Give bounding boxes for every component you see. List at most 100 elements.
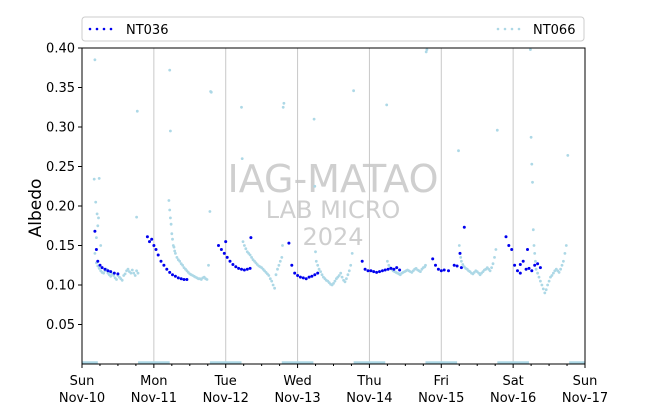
data-point-nt036 <box>510 248 514 251</box>
data-point-nt066 <box>207 263 210 267</box>
data-point-nt036 <box>458 251 462 255</box>
data-point-nt036 <box>518 271 522 275</box>
data-point-nt066 <box>316 263 320 267</box>
x-tick-label-day: Wed <box>283 374 311 389</box>
data-point-nt066 <box>93 58 97 62</box>
data-point-nt066 <box>270 279 274 283</box>
data-point-nt066 <box>97 267 101 270</box>
data-point-nt066 <box>333 279 337 283</box>
data-point-nt066 <box>209 90 213 94</box>
data-point-nt066 <box>171 237 174 241</box>
data-point-nt036 <box>182 278 186 281</box>
data-point-nt066 <box>282 101 286 105</box>
data-point-nt066 <box>93 252 97 255</box>
data-point-nt036 <box>290 263 294 267</box>
data-point-nt036 <box>176 276 180 280</box>
data-point-nt036 <box>237 266 241 270</box>
data-point-nt066 <box>129 271 133 275</box>
data-point-nt066 <box>205 278 209 281</box>
data-point-nt066 <box>495 128 499 132</box>
legend: NT036 NT066 <box>81 16 585 42</box>
data-point-nt066 <box>533 252 537 255</box>
data-point-nt066 <box>425 48 429 51</box>
data-point-nt036 <box>383 268 387 272</box>
data-point-nt036 <box>434 263 437 267</box>
data-point-nt066 <box>243 244 246 247</box>
y-tick-label: 0.15 <box>46 239 75 254</box>
data-point-nt066 <box>491 262 495 266</box>
data-point-nt036 <box>431 257 435 261</box>
data-point-nt066 <box>312 117 316 121</box>
data-point-nt036 <box>442 268 446 272</box>
data-point-nt066 <box>493 256 496 259</box>
data-point-nt066 <box>281 244 284 247</box>
data-point-nt036 <box>298 275 302 279</box>
x-tick-label-date: Nov-16 <box>490 391 536 406</box>
data-point-nt036 <box>526 248 529 251</box>
data-point-nt066 <box>536 271 539 275</box>
data-point-nt036 <box>392 267 396 271</box>
data-point-nt036 <box>389 266 393 270</box>
data-point-nt066 <box>534 259 537 263</box>
data-point-nt036 <box>301 276 305 280</box>
data-point-nt036 <box>248 266 252 270</box>
data-point-nt036 <box>316 271 320 275</box>
data-point-nt036 <box>103 267 107 271</box>
data-point-nt066 <box>345 277 348 281</box>
data-point-nt066 <box>169 222 173 226</box>
data-point-nt036 <box>378 270 381 274</box>
data-point-nt036 <box>296 274 300 277</box>
data-point-nt066 <box>268 277 272 281</box>
legend-marker-nt036 <box>88 27 113 31</box>
data-point-nt066 <box>347 269 351 273</box>
data-point-nt066 <box>424 263 427 267</box>
data-point-nt066 <box>278 259 282 263</box>
data-point-nt036 <box>148 240 151 244</box>
data-point-nt036 <box>228 259 232 263</box>
data-point-nt066 <box>559 267 562 271</box>
data-point-nt066 <box>340 275 344 279</box>
data-point-nt036 <box>94 248 98 251</box>
data-point-nt036 <box>242 268 246 272</box>
data-point-nt066 <box>112 274 115 277</box>
data-point-nt066 <box>95 212 99 216</box>
y-tick-label: 0.20 <box>46 200 75 215</box>
x-tick-label-date: Nov-15 <box>418 391 464 406</box>
data-point-nt036 <box>287 241 291 245</box>
x-tick-label-date: Nov-11 <box>131 391 177 406</box>
data-point-nt066 <box>240 105 243 109</box>
data-point-nt066 <box>130 268 134 272</box>
data-point-nt066 <box>419 270 422 273</box>
data-point-nt036 <box>455 264 459 268</box>
data-point-nt066 <box>174 252 177 255</box>
data-point-nt036 <box>106 269 110 273</box>
data-point-nt066 <box>531 228 535 232</box>
data-point-nt066 <box>530 162 534 166</box>
data-point-nt066 <box>546 283 549 287</box>
watermark: IAG-MATAO LAB MICRO 2024 <box>227 157 438 251</box>
data-point-nt036 <box>100 266 104 270</box>
data-point-nt036 <box>530 269 534 273</box>
data-point-nt036 <box>224 240 228 244</box>
data-point-nt066 <box>560 263 564 267</box>
data-point-nt036 <box>225 255 229 259</box>
watermark-line-2: LAB MICRO <box>266 196 401 224</box>
x-tick-label-day: Tue <box>214 374 237 389</box>
y-axis-label: Albedo <box>26 179 46 238</box>
data-point-nt066 <box>540 283 544 287</box>
data-point-nt036 <box>538 266 542 270</box>
data-point-nt036 <box>518 263 522 266</box>
data-point-nt066 <box>547 279 551 283</box>
data-point-nt066 <box>461 263 465 266</box>
data-point-nt066 <box>550 274 554 277</box>
data-point-nt066 <box>319 270 322 273</box>
data-point-nt066 <box>97 177 101 180</box>
watermark-line-3: 2024 <box>302 223 363 251</box>
data-point-nt036 <box>156 253 160 257</box>
data-point-nt066 <box>564 244 568 247</box>
data-point-nt066 <box>244 247 248 251</box>
data-point-nt066 <box>529 48 532 51</box>
y-tick-label: 0.25 <box>46 160 75 175</box>
data-point-nt036 <box>366 269 370 273</box>
data-point-nt036 <box>521 259 525 263</box>
